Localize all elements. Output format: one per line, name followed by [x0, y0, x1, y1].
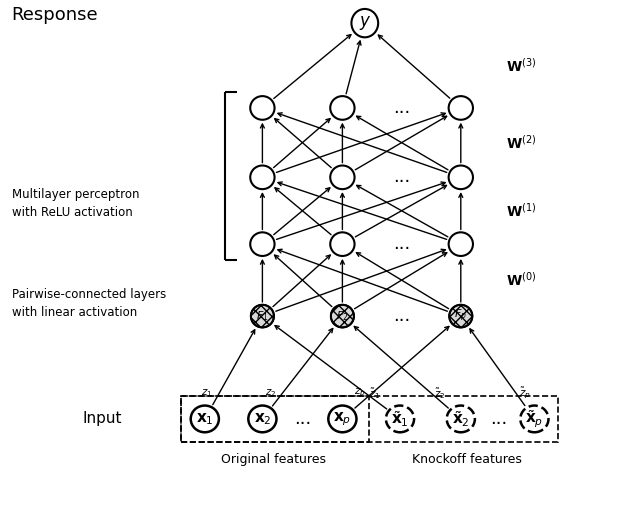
Text: ...: ...	[393, 307, 410, 325]
Ellipse shape	[520, 406, 548, 432]
Text: $F_1$: $F_1$	[256, 309, 269, 323]
Text: $\mathbf{W}^{(0)}$: $\mathbf{W}^{(0)}$	[506, 271, 536, 289]
Ellipse shape	[250, 232, 275, 256]
Text: $\mathbf{W}^{(1)}$: $\mathbf{W}^{(1)}$	[506, 202, 536, 219]
Text: Response: Response	[12, 6, 98, 25]
Ellipse shape	[330, 166, 355, 189]
Text: $\mathbf{x}_2$: $\mathbf{x}_2$	[253, 411, 271, 427]
Text: $\tilde{z}_p$: $\tilde{z}_p$	[519, 386, 531, 401]
Ellipse shape	[447, 406, 475, 432]
Text: Pairwise-connected layers
with linear activation: Pairwise-connected layers with linear ac…	[12, 288, 166, 319]
Ellipse shape	[449, 166, 473, 189]
Text: ...: ...	[393, 168, 410, 187]
Ellipse shape	[330, 96, 355, 120]
Text: $F_p$: $F_p$	[454, 308, 467, 324]
Text: ...: ...	[393, 99, 410, 117]
Ellipse shape	[251, 305, 274, 327]
Ellipse shape	[248, 406, 276, 432]
Text: ...: ...	[491, 410, 508, 428]
Text: $\tilde{z}_1$: $\tilde{z}_1$	[369, 386, 380, 400]
Text: $\mathbf{W}^{(3)}$: $\mathbf{W}^{(3)}$	[506, 57, 536, 75]
Text: ...: ...	[294, 410, 311, 428]
Ellipse shape	[250, 96, 275, 120]
Ellipse shape	[331, 305, 354, 327]
Text: $\mathbf{x}_1$: $\mathbf{x}_1$	[196, 411, 214, 427]
Text: $\tilde{\mathbf{x}}_2$: $\tilde{\mathbf{x}}_2$	[452, 409, 470, 429]
Text: $y$: $y$	[358, 14, 371, 32]
Ellipse shape	[449, 232, 473, 256]
Ellipse shape	[351, 9, 378, 38]
Text: Input: Input	[83, 411, 122, 427]
Text: $\tilde{\mathbf{x}}_p$: $\tilde{\mathbf{x}}_p$	[525, 408, 543, 430]
Text: $z_2$: $z_2$	[265, 388, 276, 399]
Text: ...: ...	[393, 235, 410, 253]
Text: $\tilde{\mathbf{x}}_1$: $\tilde{\mathbf{x}}_1$	[391, 409, 409, 429]
Text: $z_p$: $z_p$	[354, 387, 365, 399]
Text: $z_1$: $z_1$	[202, 388, 212, 399]
Ellipse shape	[250, 166, 275, 189]
Ellipse shape	[328, 406, 356, 432]
Text: $F_2$: $F_2$	[336, 309, 349, 323]
Ellipse shape	[330, 232, 355, 256]
Text: $\mathbf{W}^{(2)}$: $\mathbf{W}^{(2)}$	[506, 134, 536, 152]
Ellipse shape	[386, 406, 414, 432]
Ellipse shape	[449, 96, 473, 120]
Text: $\mathbf{x}_p$: $\mathbf{x}_p$	[333, 410, 351, 428]
Text: Original features: Original features	[221, 453, 326, 466]
Text: $\tilde{z}_2$: $\tilde{z}_2$	[435, 386, 446, 400]
Ellipse shape	[449, 305, 472, 327]
Ellipse shape	[191, 406, 219, 432]
Text: Multilayer perceptron
with ReLU activation: Multilayer perceptron with ReLU activati…	[12, 188, 139, 218]
Text: Knockoff features: Knockoff features	[412, 453, 522, 466]
